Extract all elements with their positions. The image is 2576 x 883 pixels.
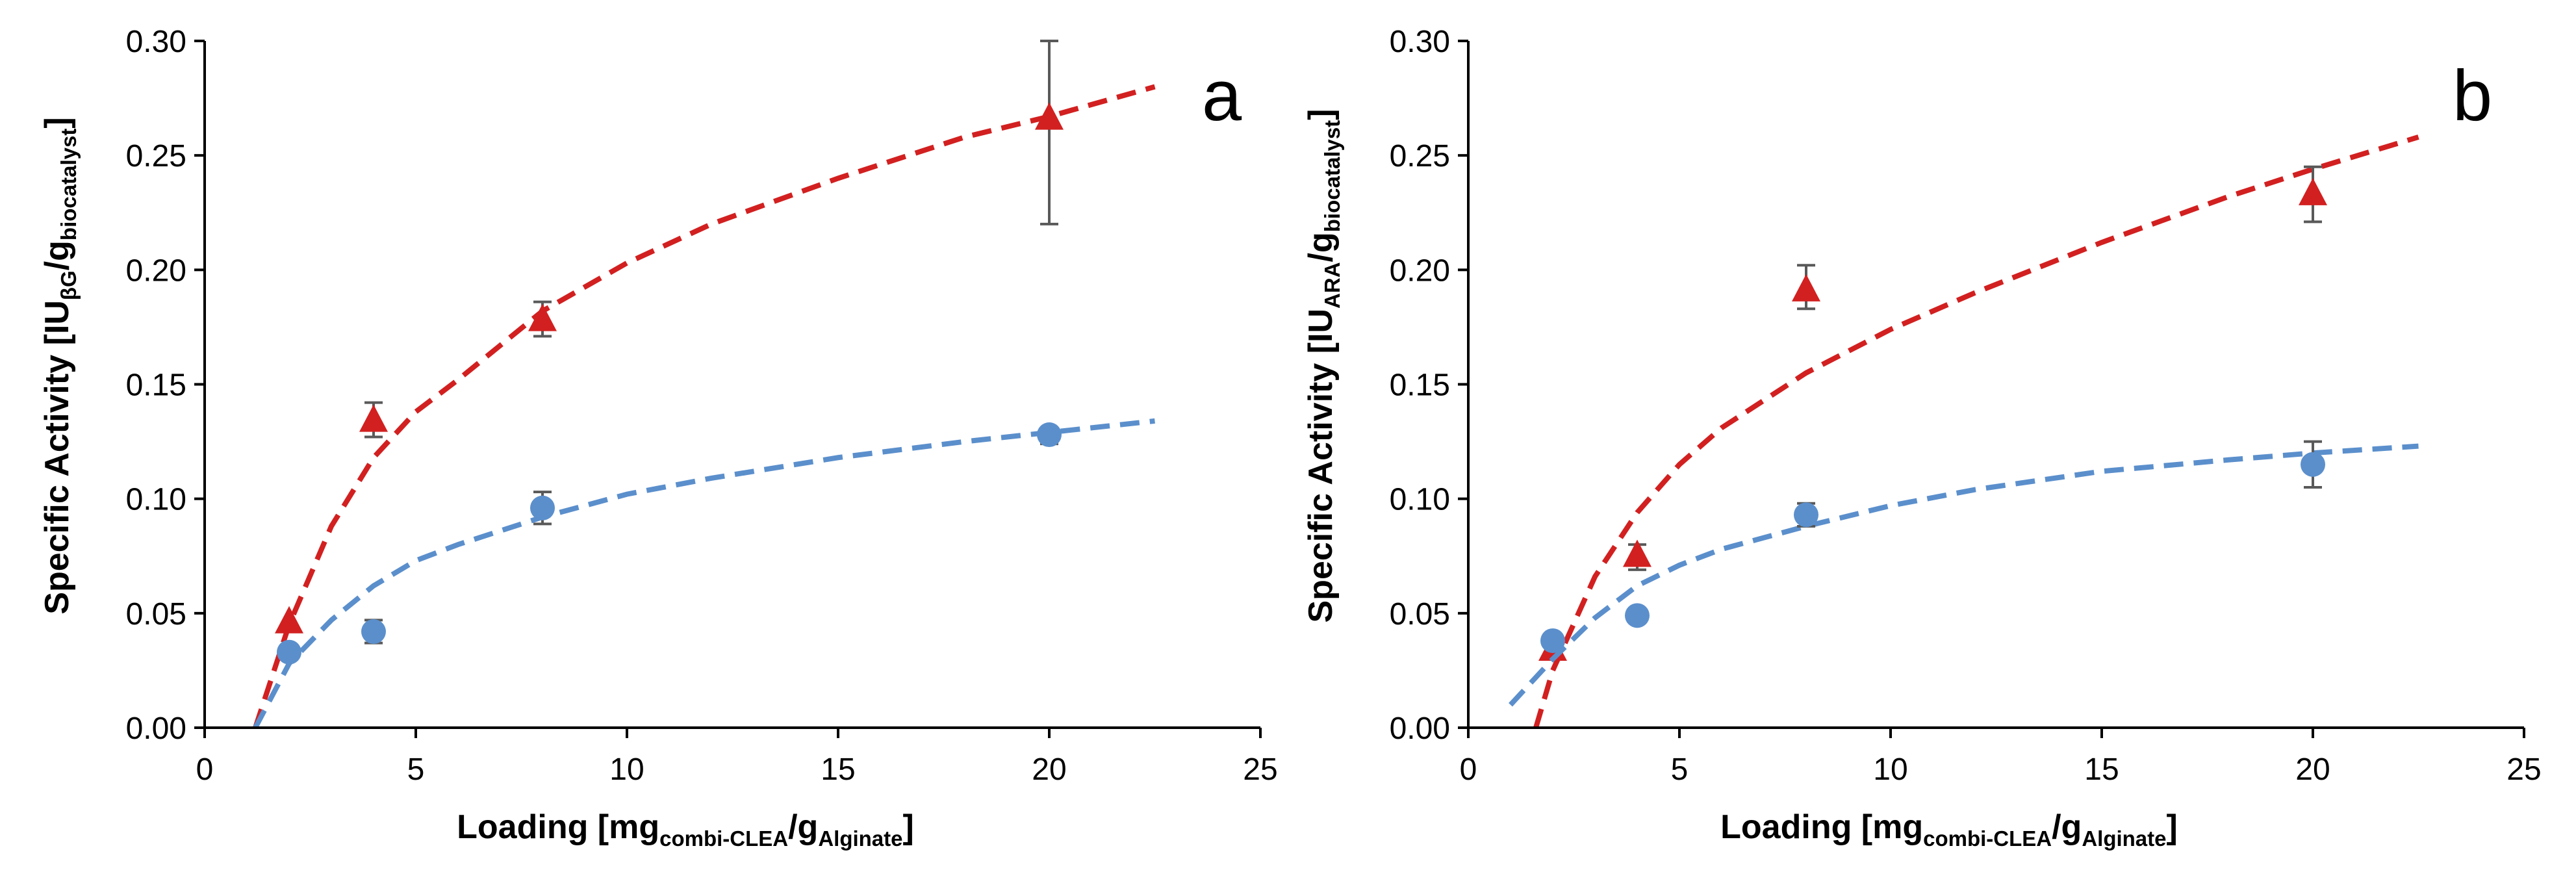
panel-a-triangles-point — [528, 303, 557, 331]
panel-a-y-tick-label: 0.15 — [126, 368, 186, 403]
panel-b-y-tick-label: 0.15 — [1390, 368, 1450, 403]
panel-a-x-tick-label: 25 — [1243, 752, 1277, 787]
panel-a-triangles-point — [275, 606, 303, 633]
panel-b-triangles-point — [2299, 177, 2327, 205]
panel-b-circles-point — [2301, 452, 2325, 477]
panel-a-circles-point — [530, 495, 555, 520]
panel-a-y-tick-label: 0.10 — [126, 483, 186, 517]
panel-a-y-axis-title: Specific Activity [IUβG/gbiocatalyst] — [38, 117, 81, 614]
panel-b-y-tick-label: 0.00 — [1390, 711, 1450, 746]
panel-b-y-tick-label: 0.30 — [1390, 25, 1450, 59]
panel-a-circles-point — [277, 639, 301, 665]
panel-b-triangles-fit-line — [1533, 134, 2419, 729]
panel-a-x-tick-label: 0 — [196, 752, 214, 787]
panel-a-y-tick-label: 0.30 — [126, 25, 186, 59]
panel-b-marks — [1509, 134, 2419, 729]
panel-b-y-tick-label: 0.05 — [1390, 597, 1450, 632]
panel-a-y-tick-label: 0.05 — [126, 597, 186, 632]
panel-a-x-tick-label: 10 — [609, 752, 644, 787]
panel-a-triangles-point — [1035, 102, 1064, 130]
panel-a-marks — [253, 40, 1156, 729]
panel-b-x-tick-label: 0 — [1460, 752, 1477, 787]
panel-b-x-axis-title: Loading [mgcombi-CLEA/gAlginate] — [1720, 808, 2178, 851]
panel-b-axes: 0.00 0.05 0.10 0.15 0.20 0.25 0.30 0 5 10 15 20 25 — [1390, 25, 2542, 787]
panel-b-x-tick-label: 15 — [2084, 752, 2119, 787]
panel-b: 0.00 0.05 0.10 0.15 0.20 0.25 0.30 0 5 10 15 20 25 b… — [1302, 25, 2542, 851]
panel-a-x-tick-label: 20 — [1032, 752, 1066, 787]
panel-a-x-tick-label: 5 — [407, 752, 425, 787]
panel-b-x-tick-label: 20 — [2295, 752, 2330, 787]
panel-b-x-tick-label: 25 — [2506, 752, 2541, 787]
panel-a-y-tick-label: 0.20 — [126, 253, 186, 288]
panel-b-y-tick-label: 0.20 — [1390, 253, 1450, 288]
panel-b-y-axis-title: Specific Activity [IUARA/gbiocatalyst] — [1302, 109, 1344, 623]
panel-a-circles-point — [1037, 422, 1062, 448]
panel-a-triangles-point — [359, 404, 388, 432]
panel-b-triangles-point — [1623, 539, 1651, 567]
panel-b-circles-point — [1625, 603, 1650, 628]
panel-a-circles-point — [361, 619, 386, 645]
panel-b-x-tick-label: 5 — [1671, 752, 1689, 787]
panel-a-y-tick-label: 0.00 — [126, 711, 186, 746]
panel-b-triangles-point — [1792, 274, 1820, 301]
panel-b-x-tick-label: 10 — [1873, 752, 1907, 787]
panel-a: 0.00 0.05 0.10 0.15 0.20 0.25 0.30 0 5 10 15 20 25 a… — [38, 25, 1278, 851]
panel-b-circles-fit-line — [1509, 443, 2419, 707]
panel-a-y-tick-label: 0.25 — [126, 139, 186, 173]
panel-a-x-tick-label: 15 — [821, 752, 855, 787]
panel-b-circles-point — [1540, 628, 1565, 654]
panel-a-x-axis-title: Loading [mgcombi-CLEA/gAlginate] — [457, 808, 914, 851]
panel-b-y-tick-label: 0.25 — [1390, 139, 1450, 173]
panel-a-axes: 0.00 0.05 0.10 0.15 0.20 0.25 0.30 0 5 10 15 20 25 — [126, 25, 1278, 787]
panel-a-label: a — [1202, 56, 1242, 136]
panel-b-label: b — [2453, 56, 2492, 136]
panel-b-circles-point — [1794, 502, 1818, 528]
panel-b-y-tick-label: 0.10 — [1390, 483, 1450, 517]
